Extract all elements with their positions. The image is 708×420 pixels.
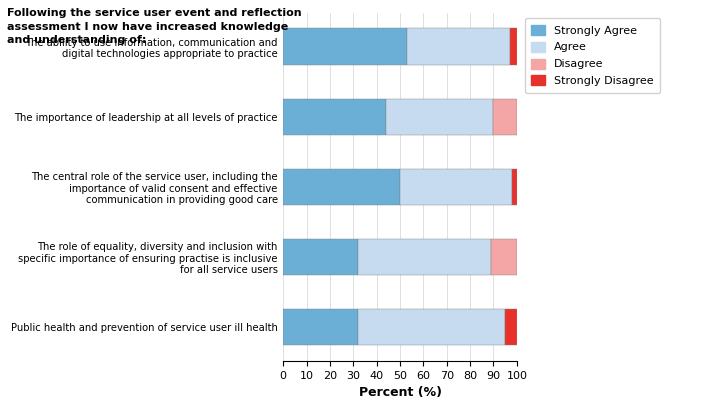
Bar	[283, 309, 358, 345]
Bar	[506, 309, 517, 345]
Bar	[358, 309, 506, 345]
Bar	[512, 169, 517, 205]
Bar	[491, 239, 517, 275]
Bar	[283, 169, 400, 205]
Bar	[493, 99, 517, 135]
Bar	[283, 29, 407, 65]
Legend: Strongly Agree, Agree, Disagree, Strongly Disagree: Strongly Agree, Agree, Disagree, Strongl…	[525, 18, 660, 93]
Bar	[358, 239, 491, 275]
Bar	[283, 99, 386, 135]
Text: Following the service user event and reflection
assessment I now have increased : Following the service user event and ref…	[7, 8, 302, 45]
Bar	[407, 29, 510, 65]
Bar	[283, 239, 358, 275]
Bar	[510, 29, 517, 65]
X-axis label: Percent (%): Percent (%)	[358, 386, 442, 399]
Bar	[386, 99, 493, 135]
Bar	[400, 169, 512, 205]
